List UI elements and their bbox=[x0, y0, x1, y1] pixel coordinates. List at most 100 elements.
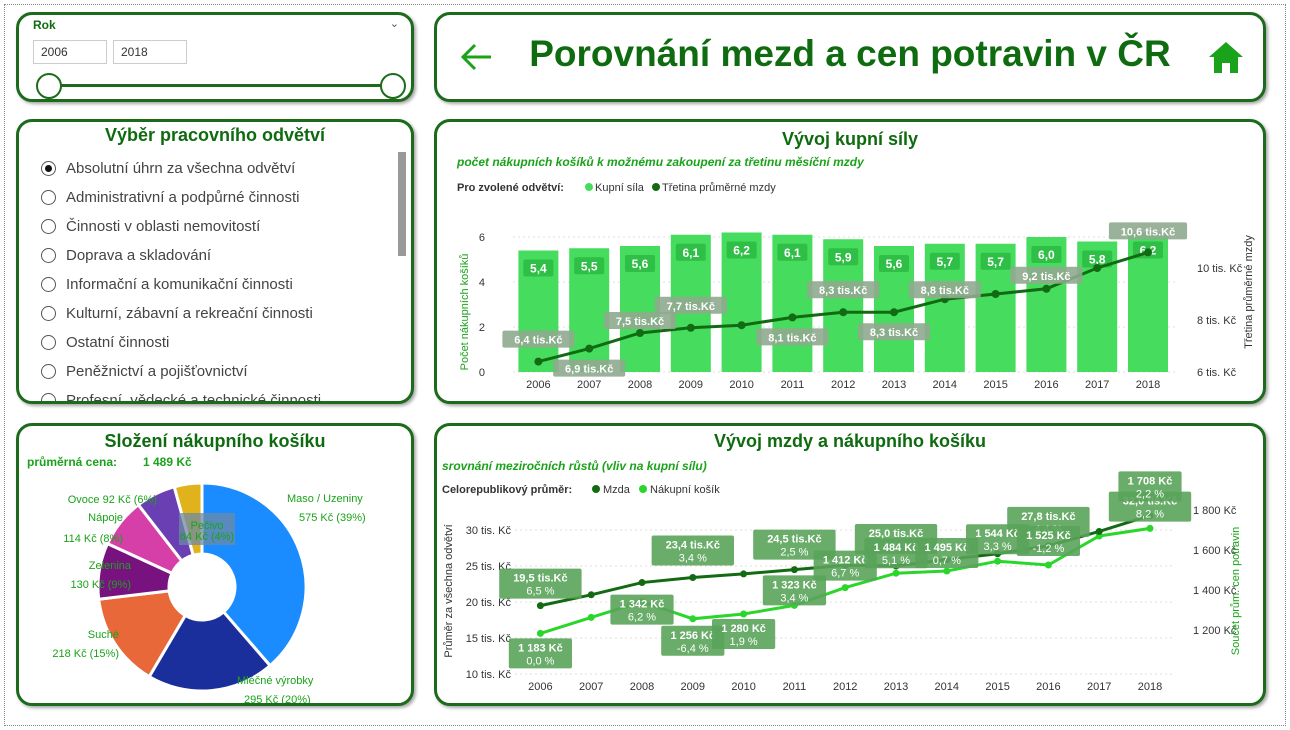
line-point[interactable] bbox=[1093, 264, 1102, 272]
x-tick-label: 2006 bbox=[528, 681, 552, 693]
line-point[interactable] bbox=[1044, 561, 1052, 569]
home-icon[interactable] bbox=[1207, 39, 1245, 77]
radio-button[interactable] bbox=[41, 276, 56, 292]
pie-slice[interactable] bbox=[147, 609, 273, 693]
line-point[interactable] bbox=[636, 329, 644, 337]
year-range-track[interactable] bbox=[49, 84, 393, 87]
line-point[interactable] bbox=[839, 308, 848, 317]
legend-marker bbox=[592, 485, 600, 493]
pie-label: Maso / Uzeniny bbox=[287, 493, 363, 505]
line-point[interactable] bbox=[740, 570, 748, 578]
line-point[interactable] bbox=[943, 567, 951, 575]
radio-button[interactable] bbox=[41, 363, 56, 379]
line-point[interactable] bbox=[585, 344, 594, 353]
line-point[interactable] bbox=[737, 321, 746, 330]
chart-subtitle: srovnání meziročních růstů (vliv na kupn… bbox=[442, 459, 707, 473]
x-tick-label: 2011 bbox=[783, 681, 807, 693]
line-point[interactable] bbox=[991, 290, 1000, 298]
sector-scrollbar[interactable] bbox=[398, 152, 406, 256]
sector-option[interactable]: Peněžnictví a pojišťovnictví bbox=[41, 358, 411, 384]
line-point[interactable] bbox=[536, 629, 544, 637]
line-point[interactable] bbox=[841, 584, 849, 592]
radio-button[interactable] bbox=[41, 160, 56, 176]
line-label: 6,9 tis.Kč bbox=[565, 364, 613, 376]
sector-option[interactable]: Absolutní úhrn za všechna odvětví bbox=[41, 155, 411, 181]
year-to-handle[interactable] bbox=[380, 73, 406, 99]
x-tick-label: 2014 bbox=[935, 681, 959, 693]
y-tick-label: 2 bbox=[479, 322, 485, 334]
line-point[interactable] bbox=[587, 613, 595, 621]
sector-option[interactable]: Administrativní a podpůrné činnosti bbox=[41, 184, 411, 210]
bar-label: 5,7 bbox=[987, 255, 1004, 269]
wage-label-pct: 2,5 % bbox=[780, 547, 808, 559]
line-point[interactable] bbox=[890, 308, 898, 317]
basket-label-pct: 0,7 % bbox=[933, 555, 961, 567]
sector-option[interactable]: Profesní, vědecké a technické činnosti bbox=[41, 387, 411, 404]
radio-button[interactable] bbox=[41, 218, 56, 234]
line-point[interactable] bbox=[1042, 284, 1051, 293]
basket-label-pct: 3,4 % bbox=[780, 592, 808, 604]
year-from-input[interactable] bbox=[33, 40, 107, 64]
sector-option-label: Kulturní, zábavní a rekreační činnosti bbox=[66, 304, 313, 322]
basket-label: 1 280 Kč bbox=[721, 623, 766, 635]
x-tick-label: 2012 bbox=[833, 681, 857, 693]
pie-label-bg bbox=[179, 513, 235, 545]
line-point[interactable] bbox=[790, 566, 798, 574]
line-label-bg bbox=[1010, 266, 1083, 284]
x-tick-label: 2017 bbox=[1087, 681, 1111, 693]
line-point[interactable] bbox=[1146, 524, 1154, 532]
radio-button[interactable] bbox=[41, 392, 56, 401]
y2-tick-label: 1 600 Kč bbox=[1193, 545, 1237, 557]
y2-tick-label: 8 tis. Kč bbox=[1197, 315, 1237, 327]
line-point[interactable] bbox=[892, 569, 900, 577]
page-title: Porovnání mezd a cen potravin v ČR bbox=[529, 33, 1171, 74]
line-point[interactable] bbox=[689, 615, 697, 623]
pie-value: 64 Kč (4%) bbox=[180, 531, 234, 543]
radio-button[interactable] bbox=[41, 189, 56, 205]
wage-label-bg bbox=[499, 568, 582, 599]
basket-label-pct: 5,1 % bbox=[882, 555, 910, 567]
y-tick-label: 6 bbox=[479, 232, 485, 244]
arrow-left-icon[interactable] bbox=[457, 37, 497, 77]
line-point[interactable] bbox=[638, 579, 646, 587]
bar-label-bg bbox=[726, 241, 757, 259]
radio-button[interactable] bbox=[41, 334, 56, 350]
line-point[interactable] bbox=[788, 313, 797, 322]
sector-option[interactable]: Ostatní činnosti bbox=[41, 329, 411, 355]
legend-marker bbox=[585, 183, 593, 191]
year-to-input[interactable] bbox=[113, 40, 187, 64]
basket-label-pct: 0,0 % bbox=[526, 655, 554, 667]
line-point[interactable] bbox=[740, 610, 748, 618]
y-tick-label: 4 bbox=[479, 277, 485, 289]
wage-label-pct: 8,2 % bbox=[1136, 509, 1164, 521]
line-point[interactable] bbox=[536, 602, 544, 610]
x-tick-label: 2018 bbox=[1138, 681, 1162, 693]
line-point[interactable] bbox=[1095, 527, 1103, 535]
x-tick-label: 2014 bbox=[933, 379, 957, 391]
year-from-handle[interactable] bbox=[36, 73, 62, 99]
wage-label-bg bbox=[651, 535, 734, 566]
wage-label: 24,5 tis.Kč bbox=[767, 534, 821, 546]
sector-option[interactable]: Doprava a skladování bbox=[41, 242, 411, 268]
line-point[interactable] bbox=[587, 591, 595, 599]
y2-axis-title: Třetina průměrné mzdy bbox=[1243, 235, 1255, 349]
sector-selector: Výběr pracovního odvětví Absolutní úhrn … bbox=[16, 119, 414, 404]
line-point[interactable] bbox=[686, 323, 695, 332]
basket-label: 1 256 Kč bbox=[670, 630, 715, 642]
line-point[interactable] bbox=[1144, 248, 1152, 257]
sector-option-label: Profesní, vědecké a technické činnosti bbox=[66, 391, 322, 404]
y2-tick-label: 1 800 Kč bbox=[1193, 505, 1237, 517]
line-point[interactable] bbox=[994, 557, 1002, 565]
line-point[interactable] bbox=[689, 574, 697, 582]
radio-button[interactable] bbox=[41, 305, 56, 321]
chevron-down-icon[interactable]: ⌄ bbox=[389, 18, 399, 30]
sector-option[interactable]: Činnosti v oblasti nemovitostí bbox=[41, 213, 411, 239]
legend-marker bbox=[639, 485, 647, 493]
sector-option[interactable]: Informační a komunikační činnosti bbox=[41, 271, 411, 297]
radio-button[interactable] bbox=[41, 247, 56, 263]
basket-label-bg bbox=[508, 638, 572, 669]
legend-prefix: Pro zvolené odvětví: bbox=[457, 182, 564, 194]
pie-slice[interactable] bbox=[97, 589, 188, 679]
line-point[interactable] bbox=[534, 357, 543, 366]
sector-option[interactable]: Kulturní, zábavní a rekreační činnosti bbox=[41, 300, 411, 326]
